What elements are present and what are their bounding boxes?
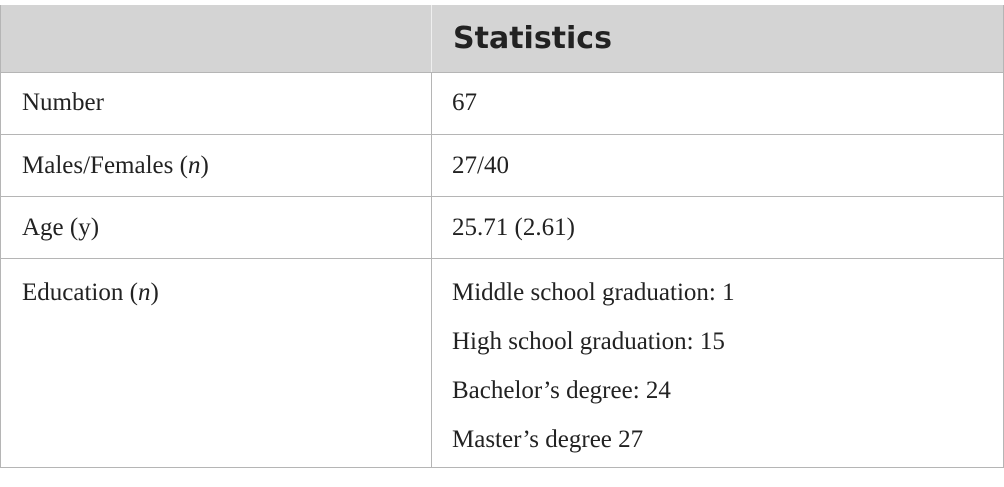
value-text: Bachelor’s degree: 24 bbox=[452, 377, 671, 404]
column-separator bbox=[431, 259, 432, 467]
value-text: 67 bbox=[452, 89, 477, 116]
row-value: 27/40 bbox=[452, 135, 509, 197]
table-row: Males/Females (n) 27/40 bbox=[1, 134, 1003, 196]
table-row: Number 67 bbox=[1, 72, 1003, 134]
header-row: Statistics bbox=[1, 5, 1003, 72]
row-label: Males/Females (n) bbox=[22, 135, 209, 197]
column-separator bbox=[431, 73, 432, 134]
value-text: 25.71 (2.61) bbox=[452, 214, 575, 241]
label-italic: n bbox=[187, 152, 201, 179]
statistics-table: Statistics Number 67 Males/Females (n) 2… bbox=[0, 5, 1004, 468]
header-title: Statistics bbox=[453, 21, 612, 56]
value-text: High school graduation: 15 bbox=[452, 328, 725, 355]
label-text: Number bbox=[22, 89, 104, 116]
label-text: Males/Females ( bbox=[22, 152, 188, 179]
row-label: Education (n) bbox=[22, 268, 159, 317]
row-value: 67 bbox=[452, 73, 477, 133]
column-separator bbox=[431, 135, 432, 196]
label-text: Education ( bbox=[22, 279, 138, 306]
label-text: ) bbox=[150, 279, 159, 306]
header-separator bbox=[431, 5, 432, 72]
value-text: 27/40 bbox=[452, 152, 509, 179]
column-separator bbox=[431, 197, 432, 258]
label-text: Age (y) bbox=[22, 214, 100, 241]
table-row: Education (n) Middle school graduation: … bbox=[1, 258, 1003, 467]
table-row: Age (y) 25.71 (2.61) bbox=[1, 196, 1003, 258]
row-value: 25.71 (2.61) bbox=[452, 197, 575, 259]
value-text: Middle school graduation: 1 bbox=[452, 279, 735, 306]
row-label: Number bbox=[22, 73, 104, 133]
label-italic: n bbox=[137, 279, 151, 306]
label-text: ) bbox=[200, 152, 209, 179]
row-value: Middle school graduation: 1 High school … bbox=[452, 268, 735, 464]
value-text: Master’s degree 27 bbox=[452, 426, 644, 453]
row-label: Age (y) bbox=[22, 197, 99, 259]
